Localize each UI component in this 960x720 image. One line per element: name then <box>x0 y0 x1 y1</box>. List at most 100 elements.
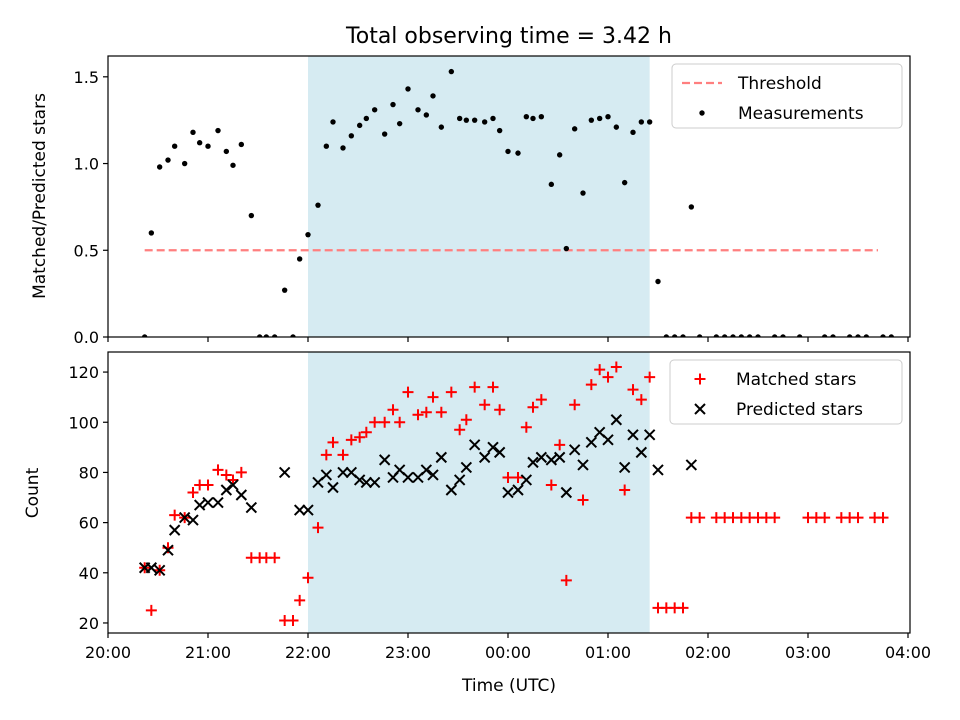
measurement-point <box>171 143 178 149</box>
matched-stars-point <box>585 379 597 391</box>
predicted-stars-point <box>168 524 181 536</box>
predicted-stars-point <box>512 484 524 496</box>
predicted-stars-point <box>220 484 233 496</box>
predicted-stars-point <box>402 471 414 484</box>
predicted-stars-point <box>245 501 258 514</box>
measurement-point <box>563 245 570 252</box>
bottom-panel: 20 40 60 80 100 120 20:00 21:00 22:00 23:00 00:00 0… <box>68 351 931 662</box>
matched-stars-point <box>460 414 472 426</box>
measurement-point <box>456 115 463 122</box>
y-tick-label: 1.5 <box>74 68 99 87</box>
matched-stars-point <box>445 386 457 398</box>
y-tick-label: 0.0 <box>74 328 99 347</box>
matched-stars-point <box>610 361 622 373</box>
measurement-point <box>538 114 545 120</box>
matched-stars-point <box>269 552 281 564</box>
measurement-point <box>223 148 230 155</box>
matched-stars-point <box>487 381 499 393</box>
predicted-stars-point <box>202 496 214 509</box>
measurement-point <box>148 230 155 236</box>
legend-predicted-swatch <box>694 403 706 415</box>
matched-stars-point <box>202 479 214 491</box>
x-tick-label: 03:00 <box>785 643 831 662</box>
matched-stars-point <box>427 391 439 403</box>
measurement-point <box>721 334 728 337</box>
y-tick-label: 100 <box>68 413 99 432</box>
matched-stars-point <box>545 479 557 491</box>
predicted-stars-point <box>145 562 158 574</box>
predicted-stars-point <box>453 474 466 486</box>
matched-stars-point <box>554 439 566 451</box>
y-tick-label: 120 <box>68 363 99 382</box>
measurement-point <box>181 160 188 167</box>
measurement-point <box>296 256 303 262</box>
x-tick-label: 04:00 <box>885 643 931 662</box>
legend: Threshold Measurements <box>671 63 903 129</box>
measurement-point <box>630 129 636 136</box>
predicted-stars-point <box>618 461 631 474</box>
predicted-stars-point <box>568 444 581 456</box>
matched-stars-point <box>302 572 314 584</box>
measurement-point <box>371 107 378 113</box>
measurement-point <box>855 334 861 337</box>
matched-stars-point <box>502 471 514 483</box>
matched-stars-point <box>369 416 381 428</box>
measurement-point <box>205 143 211 149</box>
predicted-stars-point <box>460 461 473 474</box>
measurement-point <box>390 101 396 108</box>
legend-box <box>671 63 903 129</box>
predicted-stars-point <box>610 414 623 426</box>
predicted-stars-point <box>652 464 664 476</box>
bottom-y-axis-label: Count <box>23 467 43 518</box>
predicted-stars-point <box>320 469 333 481</box>
top-y-axis-label: Matched/Predicted stars <box>30 93 50 299</box>
x-tick-label: 01:00 <box>585 643 631 662</box>
predicted-stars-point <box>178 511 191 524</box>
predicted-stars-point <box>527 456 539 469</box>
matched-stars-point <box>819 512 831 524</box>
x-tick-label: 21:00 <box>185 643 231 662</box>
predicted-stars-point <box>337 466 349 479</box>
measurement-point <box>730 334 736 337</box>
chart-title: Total observing time = 3.42 h <box>345 24 672 49</box>
measurement-point <box>505 148 511 155</box>
measurement-point <box>305 231 311 238</box>
predicted-stars-point <box>685 459 698 471</box>
matched-stars-point <box>327 436 339 448</box>
matched-stars-point <box>387 404 399 416</box>
matched-stars-point <box>212 464 224 476</box>
legend-label: Predicted stars <box>736 400 863 420</box>
predicted-stars-point <box>378 454 391 466</box>
measurement-point <box>423 112 430 118</box>
measurement-point <box>363 115 370 122</box>
measurement-point <box>263 334 270 337</box>
measurement-point <box>381 131 388 137</box>
predicted-stars-point <box>327 481 339 494</box>
matched-stars-point <box>320 449 332 461</box>
predicted-stars-point <box>360 476 373 489</box>
predicted-stars-point <box>435 451 448 464</box>
measurement-point <box>880 334 886 337</box>
predicted-stars-point <box>643 429 656 441</box>
measurement-point <box>863 334 870 337</box>
measurement-point <box>290 334 296 337</box>
matched-stars-point <box>512 471 524 483</box>
measurement-point <box>256 334 263 337</box>
measurement-point <box>215 127 221 134</box>
measurement-point <box>621 179 628 186</box>
predicted-stars-point <box>585 436 598 449</box>
measurement-point <box>156 164 163 170</box>
matched-stars-point <box>569 399 581 411</box>
legend-measurement-swatch <box>699 110 705 116</box>
measurement-point <box>448 68 455 75</box>
legend-label: Matched stars <box>736 370 856 390</box>
matched-stars-point <box>527 401 539 413</box>
measurement-point <box>356 122 363 129</box>
matched-stars-point <box>694 512 706 524</box>
predicted-stars-point <box>420 464 433 476</box>
measurement-point <box>438 124 445 130</box>
measurement-point <box>613 124 620 130</box>
predicted-stars-point <box>502 486 514 499</box>
predicted-stars-point <box>153 564 166 576</box>
measurement-point <box>548 181 555 188</box>
